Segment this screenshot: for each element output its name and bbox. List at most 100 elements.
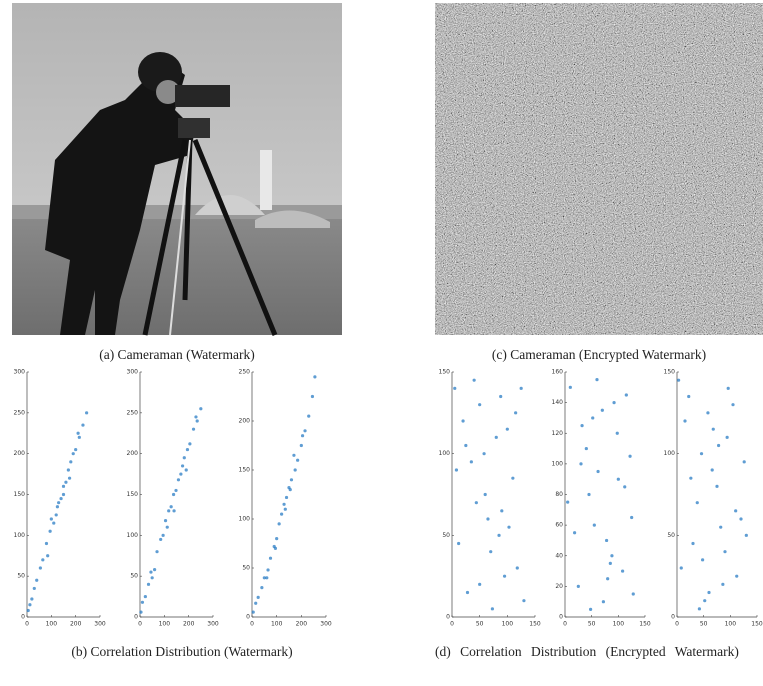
scatter-point [78,436,81,439]
scatter-point [166,526,169,529]
scatter-point [303,429,306,432]
scatter-point [680,566,683,569]
y-tick-label: 50 [130,573,138,580]
scatter-point [72,452,75,455]
scatter-point [296,459,299,462]
scatter-point [147,583,150,586]
scatter-point [284,508,287,511]
scatter-point [461,419,464,422]
scatter-point [275,537,278,540]
scatter-point [587,493,590,496]
y-tick-label: 150 [439,369,451,376]
scatter-point [726,436,729,439]
scatter-point [177,478,180,481]
y-tick-label: 50 [667,532,675,539]
x-tick-label: 50 [700,621,708,628]
scatter-point [453,387,456,390]
scatter-point [478,403,481,406]
scatter-point [269,557,272,560]
x-tick-label: 50 [476,621,484,628]
scatter-point [56,505,59,508]
scatter-point [475,501,478,504]
x-tick-label: 100 [46,621,58,628]
scatter-point [606,577,609,580]
scatter-point [39,566,42,569]
scatter-point [731,403,734,406]
y-tick-label: 150 [664,369,676,376]
scatter-point [470,460,473,463]
scatter-point [57,501,60,504]
scatter-point [514,411,517,414]
scatter-point [185,468,188,471]
scatter-point [715,485,718,488]
scatter-point [254,602,257,605]
x-tick-label: 100 [271,621,283,628]
scatter-point [589,608,592,611]
scatter-point [257,596,260,599]
y-tick-label: 200 [14,450,26,457]
y-tick-label: 20 [555,583,563,590]
y-tick-label: 0 [21,614,25,621]
scatter-point [196,419,199,422]
scatter-point [711,468,714,471]
scatter-point [153,568,156,571]
scatter-point [64,481,67,484]
x-tick-label: 100 [502,621,514,628]
scatter-point [199,407,202,410]
scatter-point [630,516,633,519]
scatter-point [183,456,186,459]
scatter-point [683,419,686,422]
scatter-point [280,513,283,516]
scatter-point [497,534,500,537]
y-tick-label: 300 [127,369,139,376]
scatter-point [506,428,509,431]
scatter-point [706,411,709,414]
page: {"figure": { "captions": { "a": "(a) Cam… [0,0,763,686]
scatter-point [522,599,525,602]
y-tick-label: 200 [127,450,139,457]
scatter-point [609,562,612,565]
scatter-point [689,477,692,480]
scatter-point [278,522,281,525]
scatter-point [566,501,569,504]
y-tick-label: 0 [246,614,250,621]
y-tick-label: 100 [552,460,564,467]
scatter-point [46,554,49,557]
encrypted-image [435,3,763,335]
scatter-point [610,554,613,557]
scatter-point [457,542,460,545]
y-tick-label: 250 [14,409,26,416]
cameraman-image [12,3,342,335]
y-tick-label: 140 [552,399,564,406]
x-tick-label: 0 [450,621,454,628]
scatter-point [274,547,277,550]
scatter-point [59,497,62,500]
scatter-point [260,586,263,589]
scatter-point [139,611,142,614]
scatter-point [455,468,458,471]
x-tick-label: 100 [725,621,737,628]
y-tick-label: 50 [242,565,250,572]
scatter-point [616,432,619,435]
x-tick-label: 200 [183,621,195,628]
scatter-point [721,583,724,586]
scatter-point [194,415,197,418]
scatter-point [717,444,720,447]
x-tick-label: 0 [563,621,567,628]
scatter-point [734,509,737,512]
scatter-point [712,428,715,431]
x-tick-label: 300 [94,621,106,628]
scatter-point [49,530,52,533]
x-tick-label: 0 [250,621,254,628]
scatter-point [28,603,31,606]
scatter-point [489,550,492,553]
y-tick-label: 0 [446,614,450,621]
x-tick-label: 200 [70,621,82,628]
caption: (b) Correlation Distribution (Watermark) [12,642,352,662]
scatter-point [701,558,704,561]
scatter-point [186,448,189,451]
y-tick-label: 0 [559,614,563,621]
scatter-point [719,526,722,529]
x-tick-label: 150 [639,621,651,628]
